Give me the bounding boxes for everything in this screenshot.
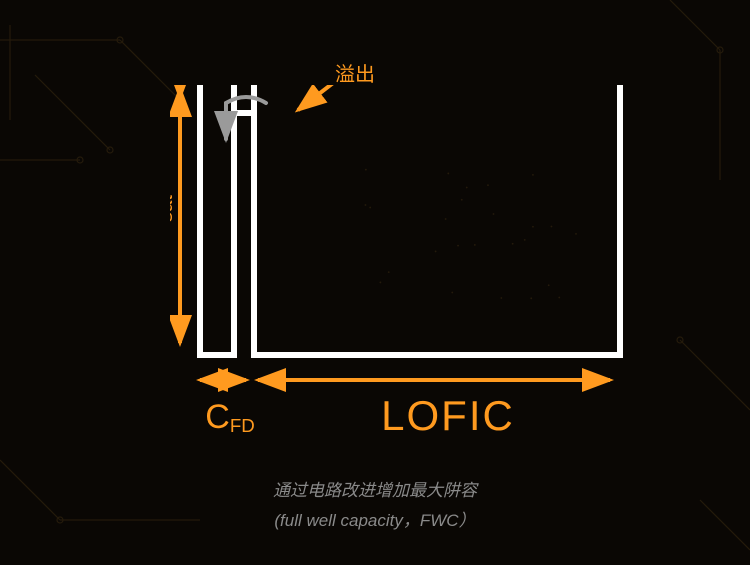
well-diagram: VsatCFDLOFIC xyxy=(170,85,630,375)
caption-line-1: 通过电路改进增加最大阱容 xyxy=(0,476,750,501)
svg-text:Vsat: Vsat xyxy=(170,195,177,245)
caption-line-2: (full well capacity，FWC） xyxy=(0,506,750,531)
overflow-label: 溢出 xyxy=(335,58,375,87)
svg-text:CFD: CFD xyxy=(205,398,254,436)
svg-text:LOFIC: LOFIC xyxy=(381,392,515,439)
